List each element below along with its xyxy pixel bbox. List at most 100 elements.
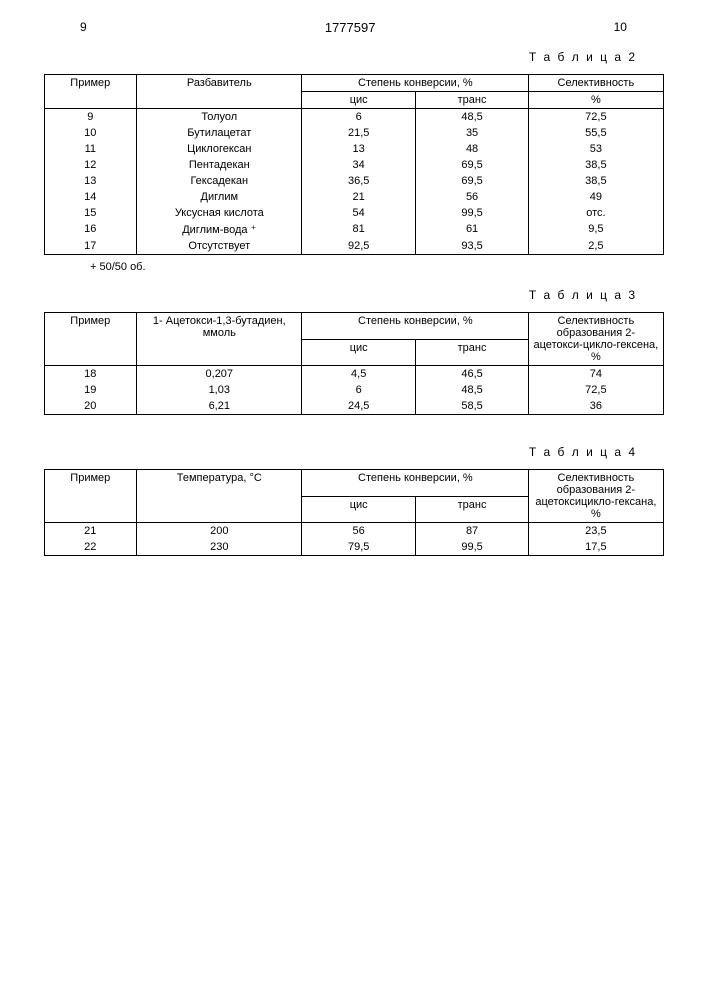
cell-t: 99,5 [415,205,528,221]
cell-c: 36,5 [302,173,415,189]
cell-d: Диглим-вода ⁺ [137,221,302,238]
table3-header-col2: 1- Ацетокси-1,3-бутадиен, ммоль [137,313,302,366]
cell-c: 79,5 [302,539,415,556]
cell-d: Диглим [137,189,302,205]
cell-d: Бутилацетат [137,125,302,141]
table2: Пример Разбавитель Степень конверсии, % … [44,74,664,255]
cell-s: 38,5 [529,173,663,189]
cell-c: 54 [302,205,415,221]
table2-body: 9 Толуол 6 48,5 72,5 10 Бутилацетат 21,5… [44,109,663,255]
table3-header-primer: Пример [44,313,137,366]
cell-d: Циклогексан [137,141,302,157]
cell-t: 56 [415,189,528,205]
cell-v: 1,03 [137,382,302,398]
table-row: 18 0,207 4,5 46,5 74 [44,366,663,383]
table2-header-pct: % [529,92,663,109]
table-row: 21 200 56 87 23,5 [44,523,663,540]
cell-c: 4,5 [302,366,415,383]
table-row: 19 1,03 6 48,5 72,5 [44,382,663,398]
cell-t: 58,5 [415,398,528,415]
cell-c: 92,5 [302,238,415,255]
cell-c: 21 [302,189,415,205]
table2-header-trans: транс [415,92,528,109]
cell-d: Уксусная кислота [137,205,302,221]
cell-s: 9,5 [529,221,663,238]
table2-footnote: + 50/50 об. [90,261,667,273]
cell-t: 48 [415,141,528,157]
cell-v: 230 [137,539,302,556]
cell-n: 18 [44,366,137,383]
table3-header-trans: транс [415,339,528,366]
cell-s: 53 [529,141,663,157]
cell-t: 93,5 [415,238,528,255]
table-row: 11 Циклогексан 13 48 53 [44,141,663,157]
cell-n: 20 [44,398,137,415]
cell-n: 13 [44,173,137,189]
cell-n: 21 [44,523,137,540]
page-number-right: 10 [614,20,627,35]
table4-header-cis: цис [302,496,415,523]
cell-s: 72,5 [529,382,663,398]
cell-s: 2,5 [529,238,663,255]
cell-t: 48,5 [415,109,528,126]
cell-d: Толуол [137,109,302,126]
table3: Пример 1- Ацетокси-1,3-бутадиен, ммоль С… [44,312,664,415]
table-row: 20 6,21 24,5 58,5 36 [44,398,663,415]
cell-c: 34 [302,157,415,173]
page-header: 9 1777597 10 [40,20,667,35]
cell-v: 200 [137,523,302,540]
table4-body: 21 200 56 87 23,5 22 230 79,5 99,5 17,5 [44,523,663,556]
table4-header-trans: транс [415,496,528,523]
cell-d: Отсутствует [137,238,302,255]
cell-t: 61 [415,221,528,238]
table-row: 12 Пентадекан 34 69,5 38,5 [44,157,663,173]
cell-n: 17 [44,238,137,255]
cell-n: 12 [44,157,137,173]
cell-c: 6 [302,382,415,398]
table2-header-conv: Степень конверсии, % [302,75,529,92]
cell-c: 13 [302,141,415,157]
table-row: 15 Уксусная кислота 54 99,5 отс. [44,205,663,221]
table2-header-primer: Пример [44,75,137,109]
cell-d: Гексадекан [137,173,302,189]
page-number-left: 9 [80,20,87,35]
table-row: 17 Отсутствует 92,5 93,5 2,5 [44,238,663,255]
cell-n: 10 [44,125,137,141]
table-row: 10 Бутилацетат 21,5 35 55,5 [44,125,663,141]
table4-header-sel: Селективность образования 2-ацетоксицикл… [529,470,663,523]
cell-s: отс. [529,205,663,221]
cell-n: 16 [44,221,137,238]
table-row: 13 Гексадекан 36,5 69,5 38,5 [44,173,663,189]
table2-header-razb: Разбавитель [137,75,302,109]
table-row: 9 Толуол 6 48,5 72,5 [44,109,663,126]
cell-n: 14 [44,189,137,205]
table3-header-sel: Селективность образования 2-ацетокси-цик… [529,313,663,366]
cell-t: 99,5 [415,539,528,556]
table3-label: Т а б л и ц а 3 [40,288,637,302]
table3-header-cis: цис [302,339,415,366]
table4-header-col2: Температура, °С [137,470,302,523]
table4: Пример Температура, °С Степень конверсии… [44,469,664,556]
cell-s: 23,5 [529,523,663,540]
cell-n: 15 [44,205,137,221]
table4-header-primer: Пример [44,470,137,523]
document-number: 1777597 [325,20,376,35]
cell-t: 69,5 [415,157,528,173]
cell-t: 48,5 [415,382,528,398]
cell-n: 19 [44,382,137,398]
cell-s: 17,5 [529,539,663,556]
table-row: 14 Диглим 21 56 49 [44,189,663,205]
table3-header-conv: Степень конверсии, % [302,313,529,340]
table-row: 16 Диглим-вода ⁺ 81 61 9,5 [44,221,663,238]
cell-n: 11 [44,141,137,157]
cell-t: 87 [415,523,528,540]
cell-c: 21,5 [302,125,415,141]
cell-t: 35 [415,125,528,141]
cell-c: 56 [302,523,415,540]
cell-d: Пентадекан [137,157,302,173]
table4-header-conv: Степень конверсии, % [302,470,529,497]
cell-s: 36 [529,398,663,415]
table2-header-sel: Селективность [529,75,663,92]
cell-c: 24,5 [302,398,415,415]
cell-s: 38,5 [529,157,663,173]
